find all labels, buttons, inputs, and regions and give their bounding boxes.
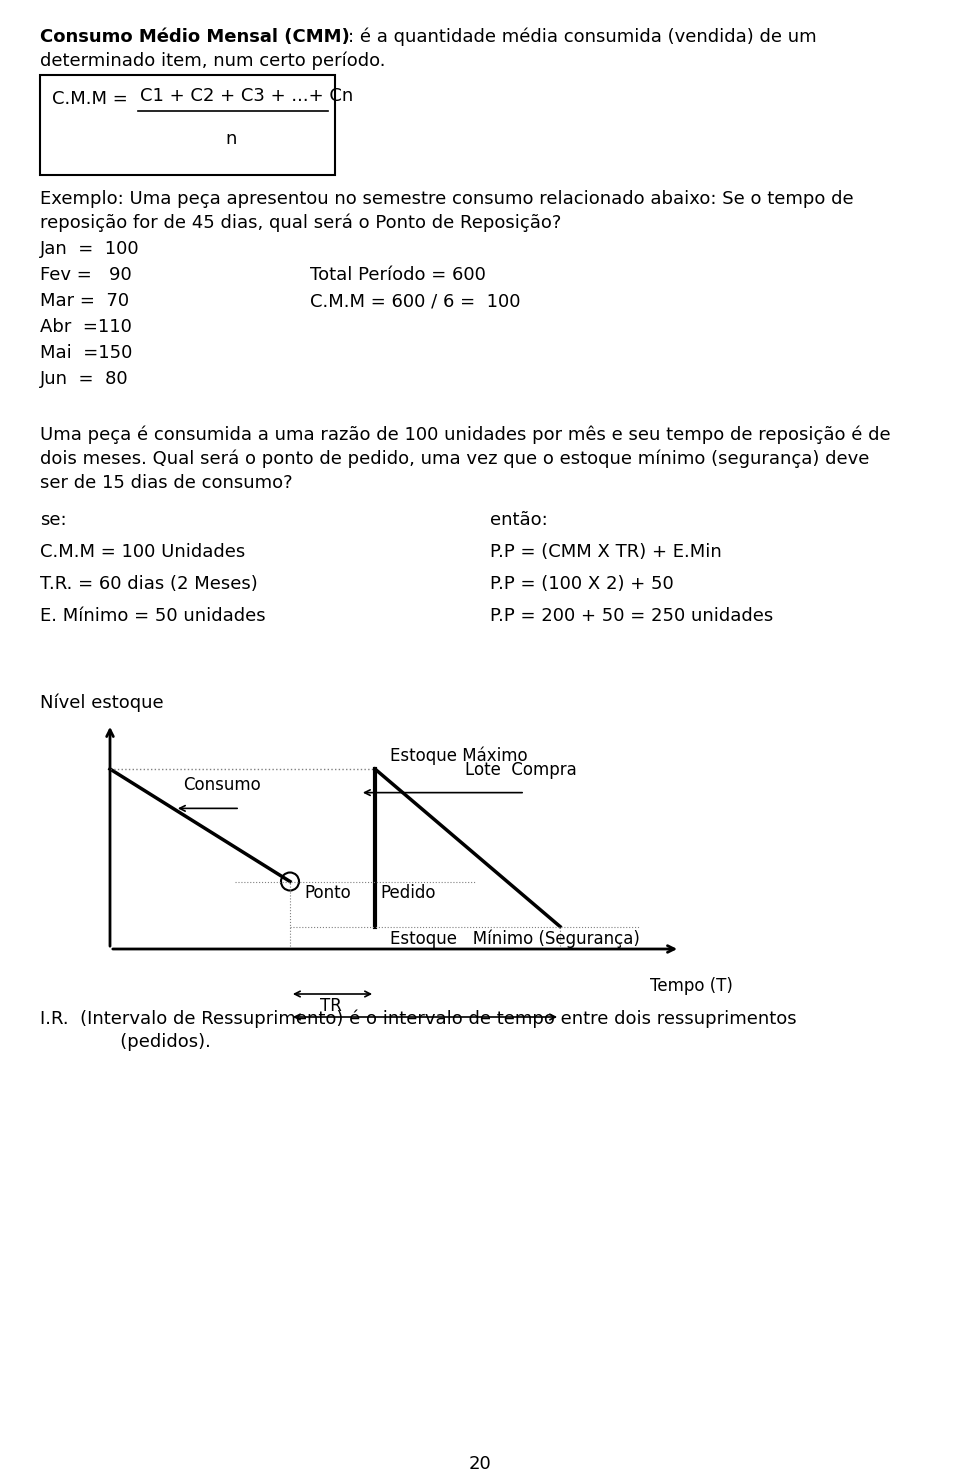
Text: determinado item, num certo período.: determinado item, num certo período. [40, 52, 386, 71]
Text: ser de 15 dias de consumo?: ser de 15 dias de consumo? [40, 474, 293, 492]
Text: TR: TR [321, 996, 343, 1015]
Text: Jan  =  100: Jan = 100 [40, 241, 139, 258]
Text: Estoque   Mínimo (Segurança): Estoque Mínimo (Segurança) [390, 930, 640, 948]
Text: 20: 20 [468, 1455, 492, 1473]
Text: T.R. = 60 dias (2 Meses): T.R. = 60 dias (2 Meses) [40, 576, 257, 593]
Text: Consumo: Consumo [183, 776, 261, 794]
Text: P.P = (CMM X TR) + E.Min: P.P = (CMM X TR) + E.Min [490, 543, 722, 561]
Text: Ponto: Ponto [304, 884, 350, 902]
Text: E. Mínimo = 50 unidades: E. Mínimo = 50 unidades [40, 607, 266, 624]
Bar [40, 75, 335, 176]
Text: Uma peça é consumida a uma razão de 100 unidades por mês e seu tempo de reposiçã: Uma peça é consumida a uma razão de 100 … [40, 427, 891, 444]
Text: P.P = (100 X 2) + 50: P.P = (100 X 2) + 50 [490, 576, 674, 593]
Text: (pedidos).: (pedidos). [80, 1033, 211, 1051]
Text: Exemplo: Uma peça apresentou no semestre consumo relacionado abaixo: Se o tempo : Exemplo: Uma peça apresentou no semestre… [40, 190, 853, 208]
Text: dois meses. Qual será o ponto de pedido, uma vez que o estoque mínimo (segurança: dois meses. Qual será o ponto de pedido,… [40, 450, 870, 468]
Text: Total Período = 600: Total Período = 600 [310, 266, 486, 283]
Text: C.M.M = 600 / 6 =  100: C.M.M = 600 / 6 = 100 [310, 292, 520, 310]
Text: C.M.M = 100 Unidades: C.M.M = 100 Unidades [40, 543, 245, 561]
Text: C1 + C2 + C3 + ...+ Cn: C1 + C2 + C3 + ...+ Cn [140, 87, 353, 105]
Text: P.P = 200 + 50 = 250 unidades: P.P = 200 + 50 = 250 unidades [490, 607, 773, 624]
Text: Estoque Máximo: Estoque Máximo [390, 747, 528, 765]
Text: : é a quantidade média consumida (vendida) de um: : é a quantidade média consumida (vendid… [348, 28, 817, 47]
Text: Fev =   90: Fev = 90 [40, 266, 132, 283]
Text: Consumo Médio Mensal (CMM): Consumo Médio Mensal (CMM) [40, 28, 349, 46]
Text: Lote  Compra: Lote Compra [465, 760, 577, 779]
Text: C.M.M =: C.M.M = [52, 90, 133, 108]
Text: Nível estoque: Nível estoque [40, 694, 163, 713]
Text: Mai  =150: Mai =150 [40, 344, 132, 362]
Text: Abr  =110: Abr =110 [40, 317, 132, 337]
Text: reposição for de 45 dias, qual será o Ponto de Reposição?: reposição for de 45 dias, qual será o Po… [40, 214, 562, 233]
Text: Mar =  70: Mar = 70 [40, 292, 130, 310]
Text: se:: se: [40, 511, 66, 528]
Text: Jun  =  80: Jun = 80 [40, 370, 129, 388]
Text: então:: então: [490, 511, 548, 528]
Text: I.R.  (Intervalo de Ressuprimento) é o intervalo de tempo entre dois ressuprimen: I.R. (Intervalo de Ressuprimento) é o in… [40, 1010, 797, 1027]
Text: n: n [225, 130, 236, 148]
Text: Pedido: Pedido [380, 884, 436, 902]
Text: Tempo (T): Tempo (T) [650, 977, 732, 995]
